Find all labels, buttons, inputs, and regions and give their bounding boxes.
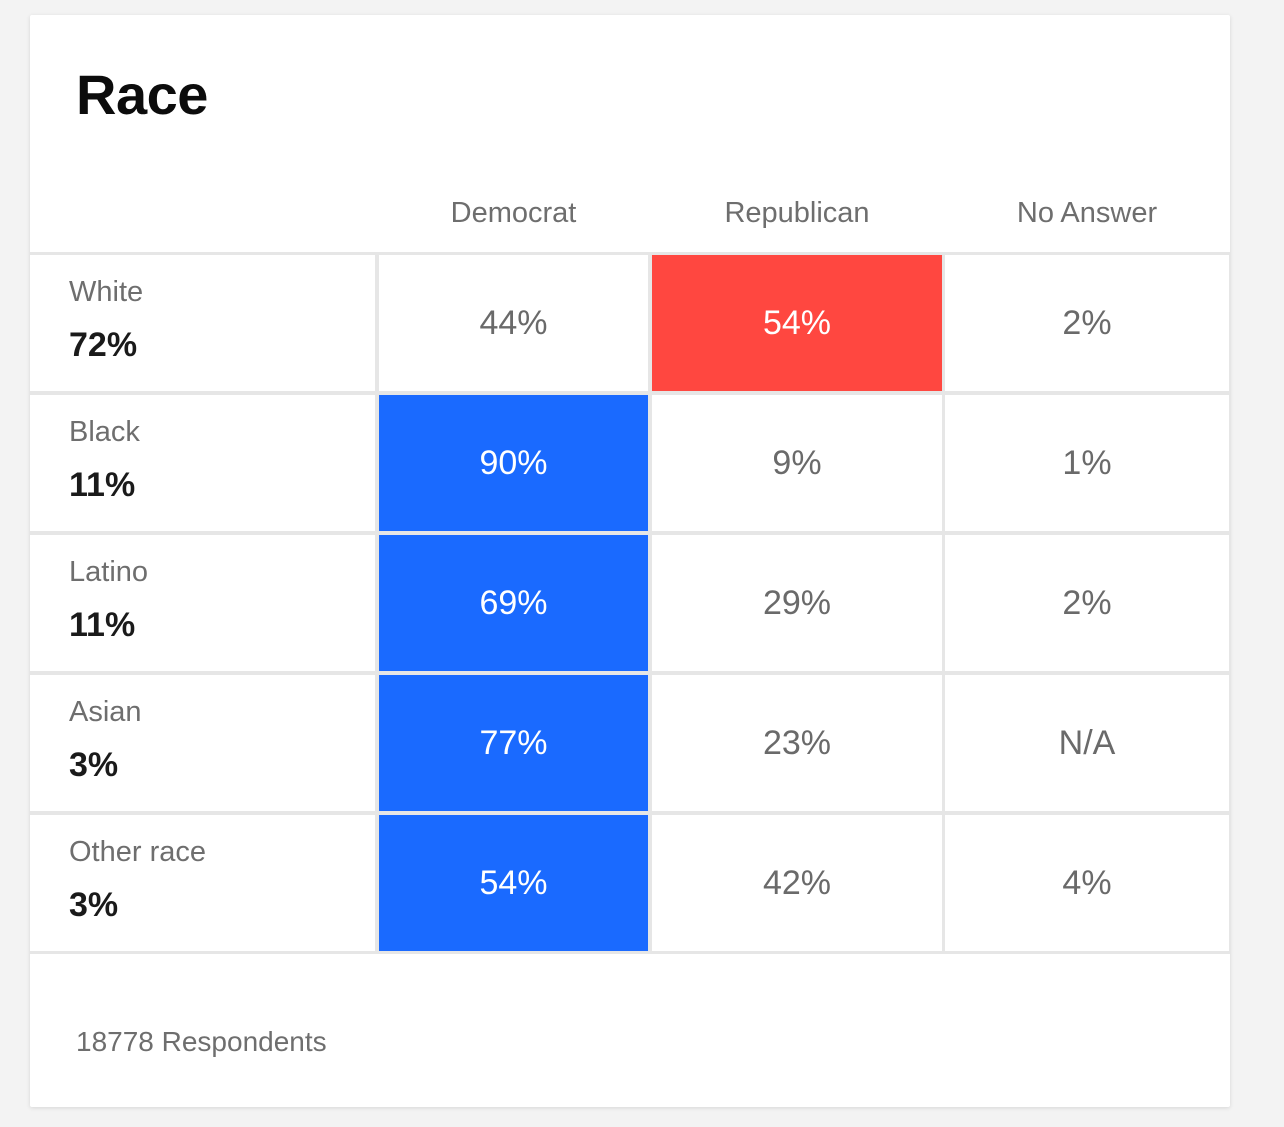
cell-latino-dem: 69%	[379, 535, 648, 671]
row-label-black: Black 11%	[30, 395, 375, 531]
group-name: Asian	[69, 696, 142, 728]
row-label-latino: Latino 11%	[30, 535, 375, 671]
group-name: White	[69, 276, 144, 308]
cell-latino-na: 2%	[945, 535, 1229, 671]
group-name: Other race	[69, 836, 206, 868]
group-share: 11%	[69, 606, 136, 644]
cell-other-race-rep: 42%	[652, 815, 942, 951]
column-header-no-answer: No Answer	[1016, 197, 1158, 229]
cell-asian-dem: 77%	[379, 675, 648, 811]
cell-white-rep: 54%	[652, 255, 942, 391]
row-label-asian: Asian 3%	[30, 675, 375, 811]
cell-black-rep: 9%	[652, 395, 942, 531]
group-name: Black	[69, 416, 140, 448]
column-header-democrat: Democrat	[450, 197, 577, 229]
cell-other-race-dem: 54%	[379, 815, 648, 951]
exit-poll-card: Race Democrat Republican No Answer White 72…	[30, 15, 1230, 1107]
cell-white-na: 2%	[945, 255, 1229, 391]
row-label-white: White 72%	[30, 255, 375, 391]
cell-black-dem: 90%	[379, 395, 648, 531]
cell-asian-na: N/A	[945, 675, 1229, 811]
results-table: White 72% 44% 54% 2% Black 11% 90% 9% 1% Latino 11%…	[30, 252, 1230, 954]
group-share: 3%	[69, 746, 119, 784]
column-header-republican: Republican	[724, 197, 870, 229]
group-share: 3%	[69, 886, 119, 924]
group-share: 72%	[69, 326, 138, 364]
cell-other-race-na: 4%	[945, 815, 1229, 951]
cell-latino-rep: 29%	[652, 535, 942, 671]
row-label-other-race: Other race 3%	[30, 815, 375, 951]
group-name: Latino	[69, 556, 149, 588]
group-share: 11%	[69, 466, 136, 504]
chart-title: Race	[76, 63, 208, 126]
cell-black-na: 1%	[945, 395, 1229, 531]
respondents-count: 18778 Respondents	[76, 1026, 327, 1057]
cell-white-dem: 44%	[379, 255, 648, 391]
cell-asian-rep: 23%	[652, 675, 942, 811]
